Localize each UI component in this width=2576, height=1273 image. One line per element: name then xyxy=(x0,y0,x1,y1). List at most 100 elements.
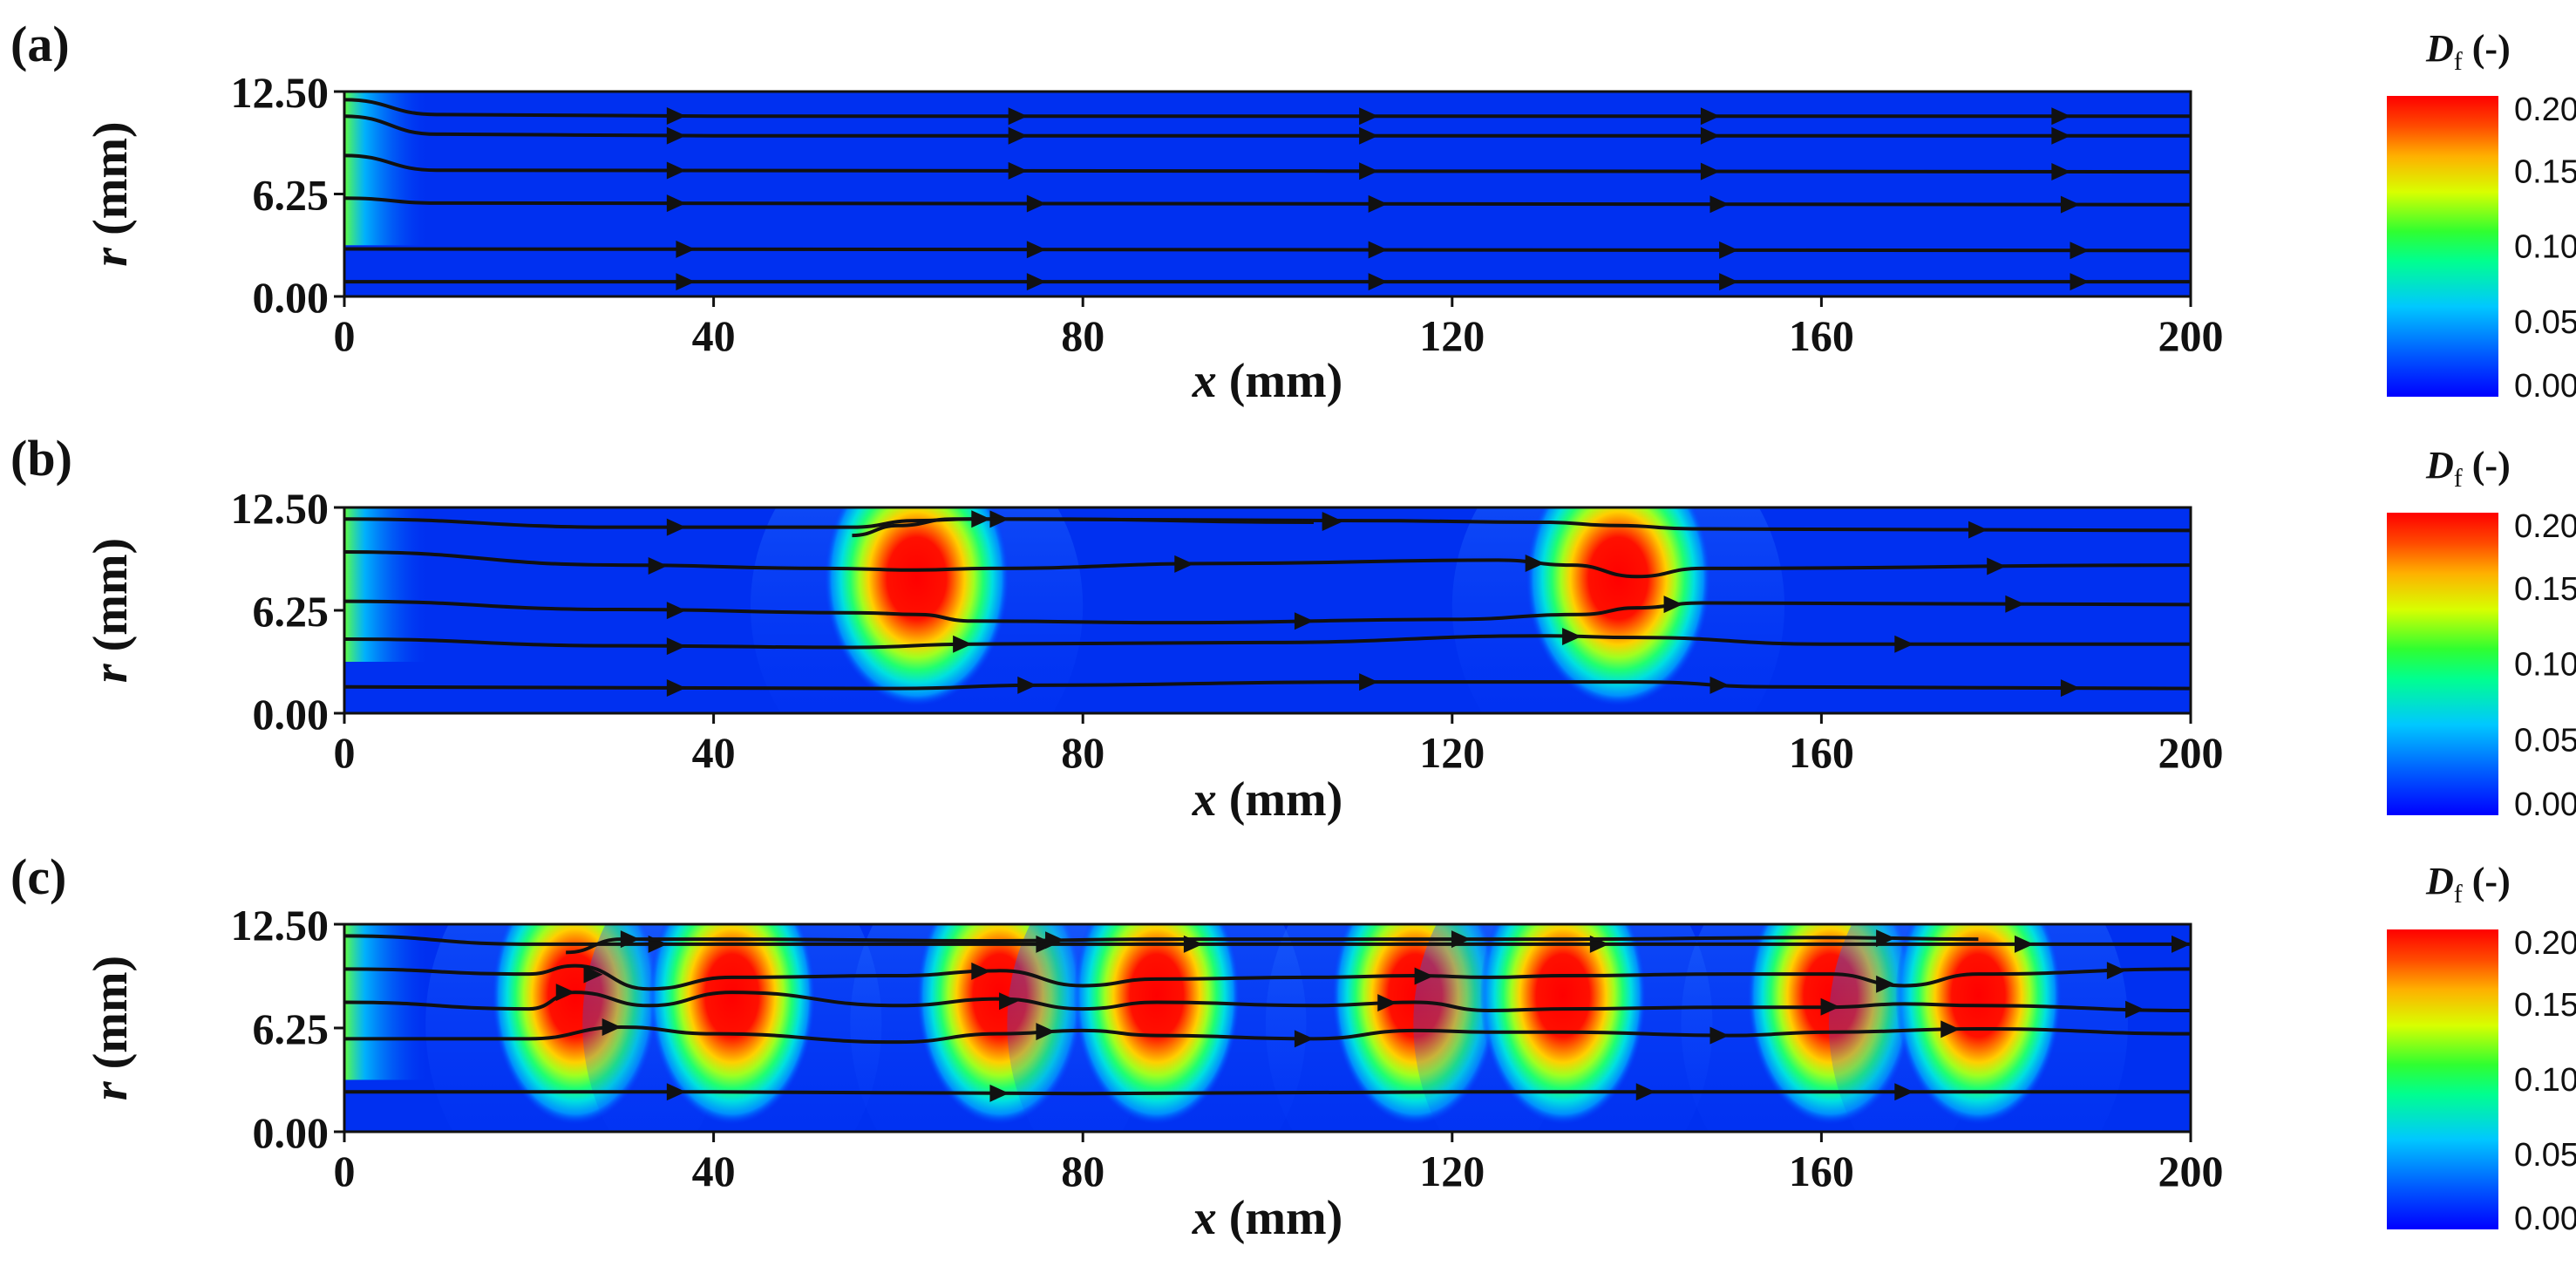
streamline-arrow xyxy=(1174,555,1194,573)
colorbar-tick-label: 0.00 xyxy=(2514,1201,2576,1237)
streamline-arrow xyxy=(1294,1030,1314,1048)
streamline xyxy=(344,963,2191,991)
streamline-arrow xyxy=(676,273,696,291)
hotspot-4 xyxy=(1073,924,1240,1125)
streamline xyxy=(344,1090,2191,1096)
x-tick-label: 160 xyxy=(1789,311,1854,360)
x-tick-label: 80 xyxy=(1061,1147,1104,1195)
colorbar-tick-label: 0.15 xyxy=(2514,153,2576,190)
x-tick-label: 200 xyxy=(2158,1147,2224,1195)
y-tick-label: 6.25 xyxy=(253,587,330,636)
streamline xyxy=(344,196,2191,207)
streamline-arrow xyxy=(2172,935,2191,953)
streamline xyxy=(344,680,2191,691)
y-tick-label: 6.25 xyxy=(253,1004,330,1053)
field-layer xyxy=(344,92,2191,291)
streamline-arrow xyxy=(2051,107,2071,126)
hotspot-6 xyxy=(1479,924,1647,1125)
streamline-arrow xyxy=(1987,557,2007,575)
x-tick-label: 200 xyxy=(2158,311,2224,360)
streamline xyxy=(344,153,2191,174)
streamline-arrow xyxy=(602,1018,622,1037)
streamline-arrow xyxy=(1414,967,1434,985)
x-tick-label: 80 xyxy=(1061,311,1104,360)
streamline-arrow xyxy=(666,602,686,620)
panel-c: 0 40 80 120 160 200 0.00 6.25 12.50 x (mm) r (mm) (… xyxy=(10,848,2576,1245)
streamline-arrow xyxy=(1719,241,1739,259)
streamline-arrow xyxy=(971,962,991,980)
streamline-arrow xyxy=(1368,241,1388,259)
y-tick-label: 0.00 xyxy=(253,690,330,739)
streamline-arrow xyxy=(666,518,686,536)
streamline-arrow xyxy=(953,635,973,653)
streamline-arrow xyxy=(666,637,686,656)
streamline-arrow xyxy=(2060,195,2080,214)
colorbar-tick-label: 0.10 xyxy=(2514,1062,2576,1099)
streamline-arrow xyxy=(1700,107,1720,126)
streamline-arrow xyxy=(666,194,686,213)
field-layer xyxy=(344,924,2191,1132)
x-tick-label: 200 xyxy=(2158,728,2224,777)
streamline xyxy=(566,936,1979,955)
streamline-arrow xyxy=(1876,975,1896,993)
x-axis-label: x (mm) xyxy=(1192,773,1343,827)
streamline-arrow xyxy=(1368,273,1388,291)
x-tick-label: 120 xyxy=(1419,311,1485,360)
x-tick-label: 120 xyxy=(1419,728,1485,777)
x-tick-label: 120 xyxy=(1419,1147,1485,1195)
streamline-arrow xyxy=(2005,595,2025,613)
x-tick-label: 0 xyxy=(334,1147,356,1195)
colorbar-tick-label: 0.05 xyxy=(2514,304,2576,341)
colorbar-title: Df (-) xyxy=(2425,444,2511,493)
streamline-arrow xyxy=(2070,242,2090,260)
streamline-arrow xyxy=(1368,194,1388,213)
streamline-arrow xyxy=(1322,513,1342,531)
colorbar-tick-label: 0.05 xyxy=(2514,1137,2576,1174)
streamline xyxy=(344,1025,2191,1045)
colorbar-tick-label: 0.20 xyxy=(2514,508,2576,545)
streamline-arrow xyxy=(1525,554,1545,572)
x-axis-label: x (mm) xyxy=(1192,1191,1343,1245)
x-tick-label: 40 xyxy=(692,728,736,777)
streamline-arrow xyxy=(1026,194,1046,213)
streamline-arrow xyxy=(666,107,686,126)
streamline-arrow xyxy=(1008,107,1028,126)
x-tick-label: 160 xyxy=(1789,1147,1854,1195)
x-tick-label: 0 xyxy=(334,728,356,777)
streamline-arrow xyxy=(666,126,686,145)
colorbar-gradient xyxy=(2387,513,2498,815)
panel-a: 0 40 80 120 160 200 0.00 6.25 12.50 x (mm) r (mm) (… xyxy=(10,16,2576,408)
streamline-arrow xyxy=(666,678,686,697)
streamline-arrow xyxy=(1709,195,1730,214)
y-tick-label: 12.50 xyxy=(231,901,330,950)
panel-label: (a) xyxy=(10,16,70,72)
streamline-arrow xyxy=(1700,126,1720,145)
colorbar-gradient xyxy=(2387,929,2498,1229)
panel-label: (c) xyxy=(10,848,66,905)
hotspot-1 xyxy=(824,507,1009,706)
y-tick-label: 12.50 xyxy=(231,484,330,533)
streamline-arrow xyxy=(989,1084,1009,1102)
streamline-arrow xyxy=(583,965,603,984)
colorbar-tick-label: 0.10 xyxy=(2514,647,2576,684)
y-axis-label: r (mm) xyxy=(84,538,138,683)
streamline-arrow xyxy=(1562,628,1582,646)
streamline-arrow xyxy=(1359,126,1379,145)
x-tick-label: 0 xyxy=(334,311,356,360)
streamline-arrow xyxy=(1359,162,1379,180)
streamline-arrow xyxy=(1940,1020,1961,1038)
x-tick-label: 80 xyxy=(1061,728,1104,777)
streamline-arrow xyxy=(1026,273,1046,291)
streamline-arrow xyxy=(2106,962,2126,980)
plot-background xyxy=(344,92,2191,296)
y-tick-label: 0.00 xyxy=(253,1108,330,1157)
streamline xyxy=(344,599,2191,625)
colorbar-tick-label: 0.00 xyxy=(2514,786,2576,823)
panel-label: (b) xyxy=(10,430,72,487)
streamline xyxy=(344,247,2191,253)
streamline-arrow xyxy=(1036,1023,1056,1041)
